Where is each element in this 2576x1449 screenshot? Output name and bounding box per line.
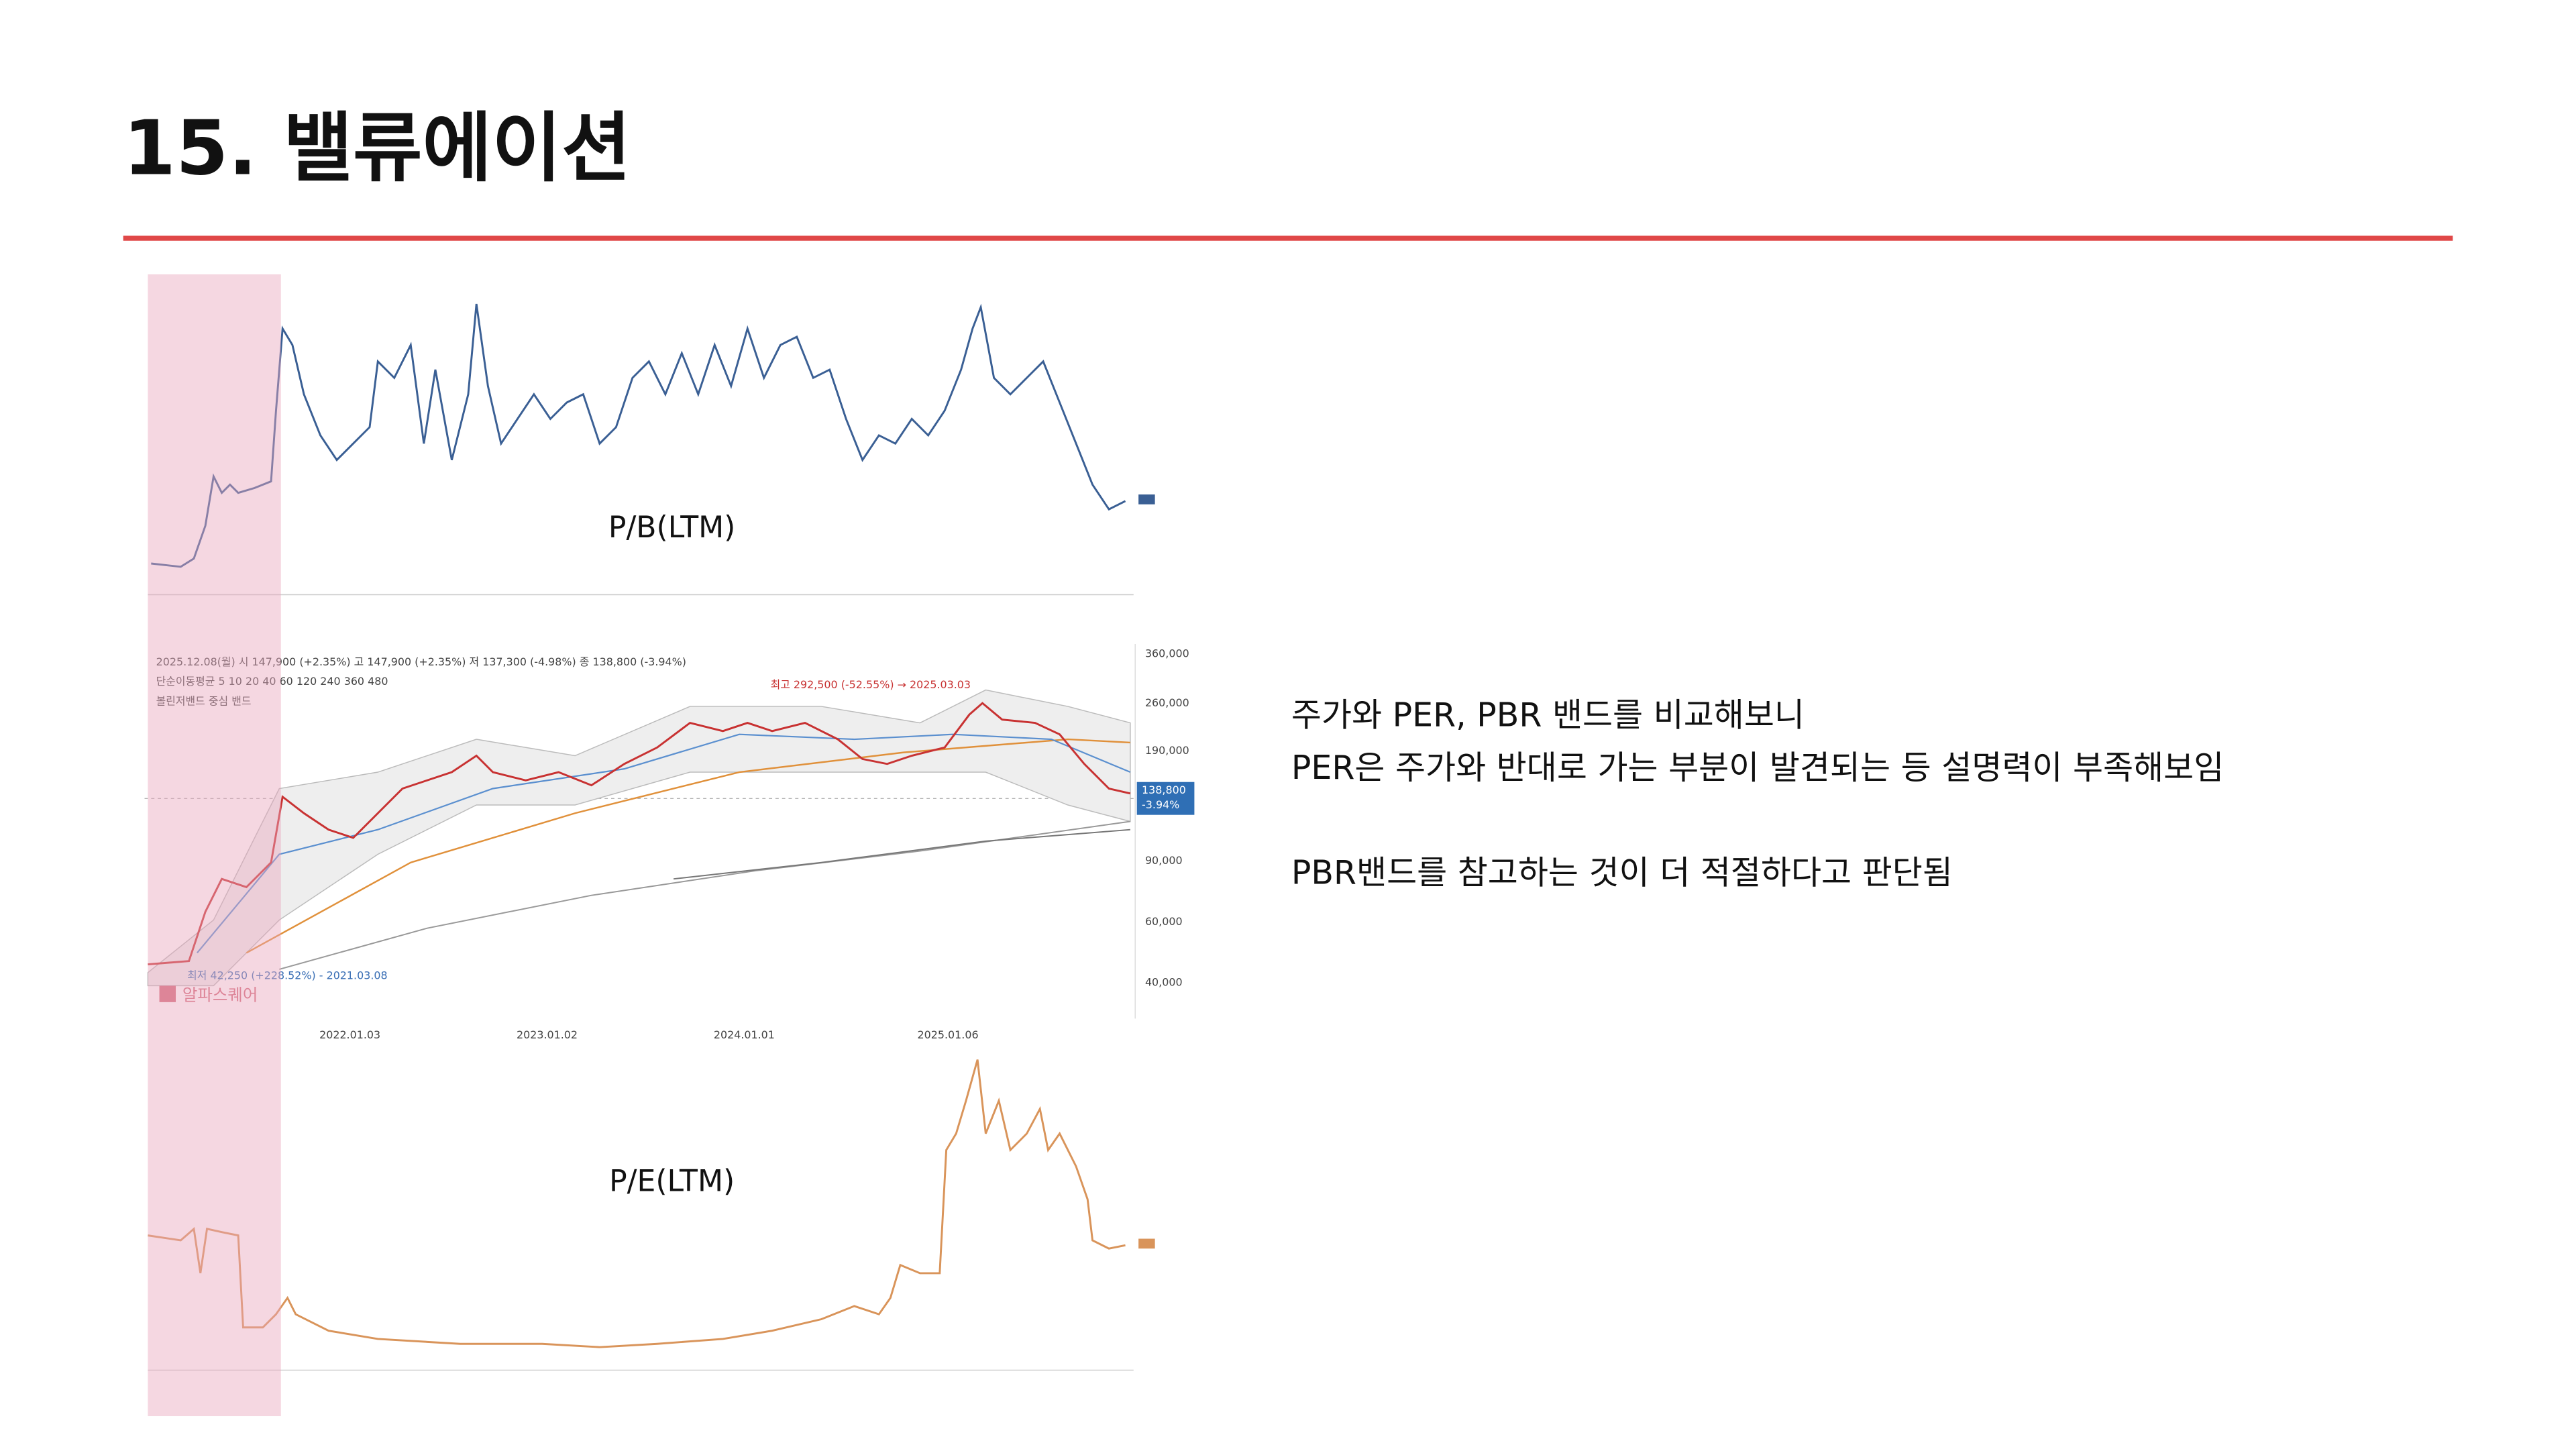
title-rule [123, 235, 2453, 241]
chart-info: 볼린저밴드 중심 밴드 [156, 695, 252, 708]
brand-icon [159, 985, 176, 1002]
last-price: 138,800 [1142, 784, 1186, 796]
low-note: 최저 42,250 (+228.52%) - 2021.03.08 [187, 969, 387, 982]
ma-120 [246, 738, 1130, 954]
last-value-tag [1138, 1238, 1155, 1249]
x-axis-label: 2022.01.03 [319, 1028, 380, 1041]
price-line [148, 702, 1131, 966]
body-text: 주가와 PER, PBR 밴드를 비교해보니 PER은 주가와 반대로 가는 부분… [1291, 696, 2224, 892]
x-axis-label: 2023.01.02 [517, 1028, 578, 1041]
body-line: PER은 주가와 반대로 가는 부분이 발견되는 등 설명력이 부족해보임 [1291, 749, 2224, 787]
pe-line [148, 1059, 1126, 1348]
long-ma [279, 820, 1131, 970]
last-change: -3.94% [1142, 798, 1179, 811]
body-line: PBR밴드를 참고하는 것이 더 적절하다고 판단됨 [1291, 854, 1953, 892]
chart-info: 단순이동평균 5 10 20 40 60 120 240 360 480 [156, 675, 388, 688]
highlight-period [148, 274, 281, 1417]
pe-chart: P/E(LTM) [148, 1059, 1155, 1371]
chart-info: 2025.12.08(월) 시 147,900 (+2.35%) 고 147,9… [156, 655, 686, 668]
pb-label: P/B(LTM) [608, 511, 736, 545]
x-axis-label: 2025.01.06 [918, 1028, 979, 1041]
price-chart: 138,800 -3.94% 최고 292,500 (-52.55%) → 20… [144, 644, 1196, 1044]
pb-line [151, 303, 1126, 568]
y-axis-label: 190,000 [1145, 744, 1189, 757]
high-note: 최고 292,500 (-52.55%) → 2025.03.03 [771, 678, 971, 691]
title: 15. 밸류에이션 [123, 104, 631, 193]
y-axis-label: 60,000 [1145, 915, 1183, 928]
y-axis-label: 90,000 [1145, 854, 1183, 867]
ma-60 [197, 733, 1131, 954]
y-axis-label: 40,000 [1145, 975, 1183, 988]
y-axis-label: 360,000 [1145, 647, 1189, 660]
body-line: 주가와 PER, PBR 밴드를 비교해보니 [1291, 696, 1805, 734]
x-axis-label: 2024.01.01 [714, 1028, 775, 1041]
y-axis-label: 260,000 [1145, 696, 1189, 709]
pb-chart: P/B(LTM) [148, 303, 1155, 596]
brand: 알파스퀘어 [182, 985, 258, 1004]
last-value-tag [1138, 494, 1155, 504]
long-ma [673, 828, 1130, 880]
pe-label: P/E(LTM) [609, 1165, 735, 1199]
last-price-box [1136, 782, 1195, 815]
